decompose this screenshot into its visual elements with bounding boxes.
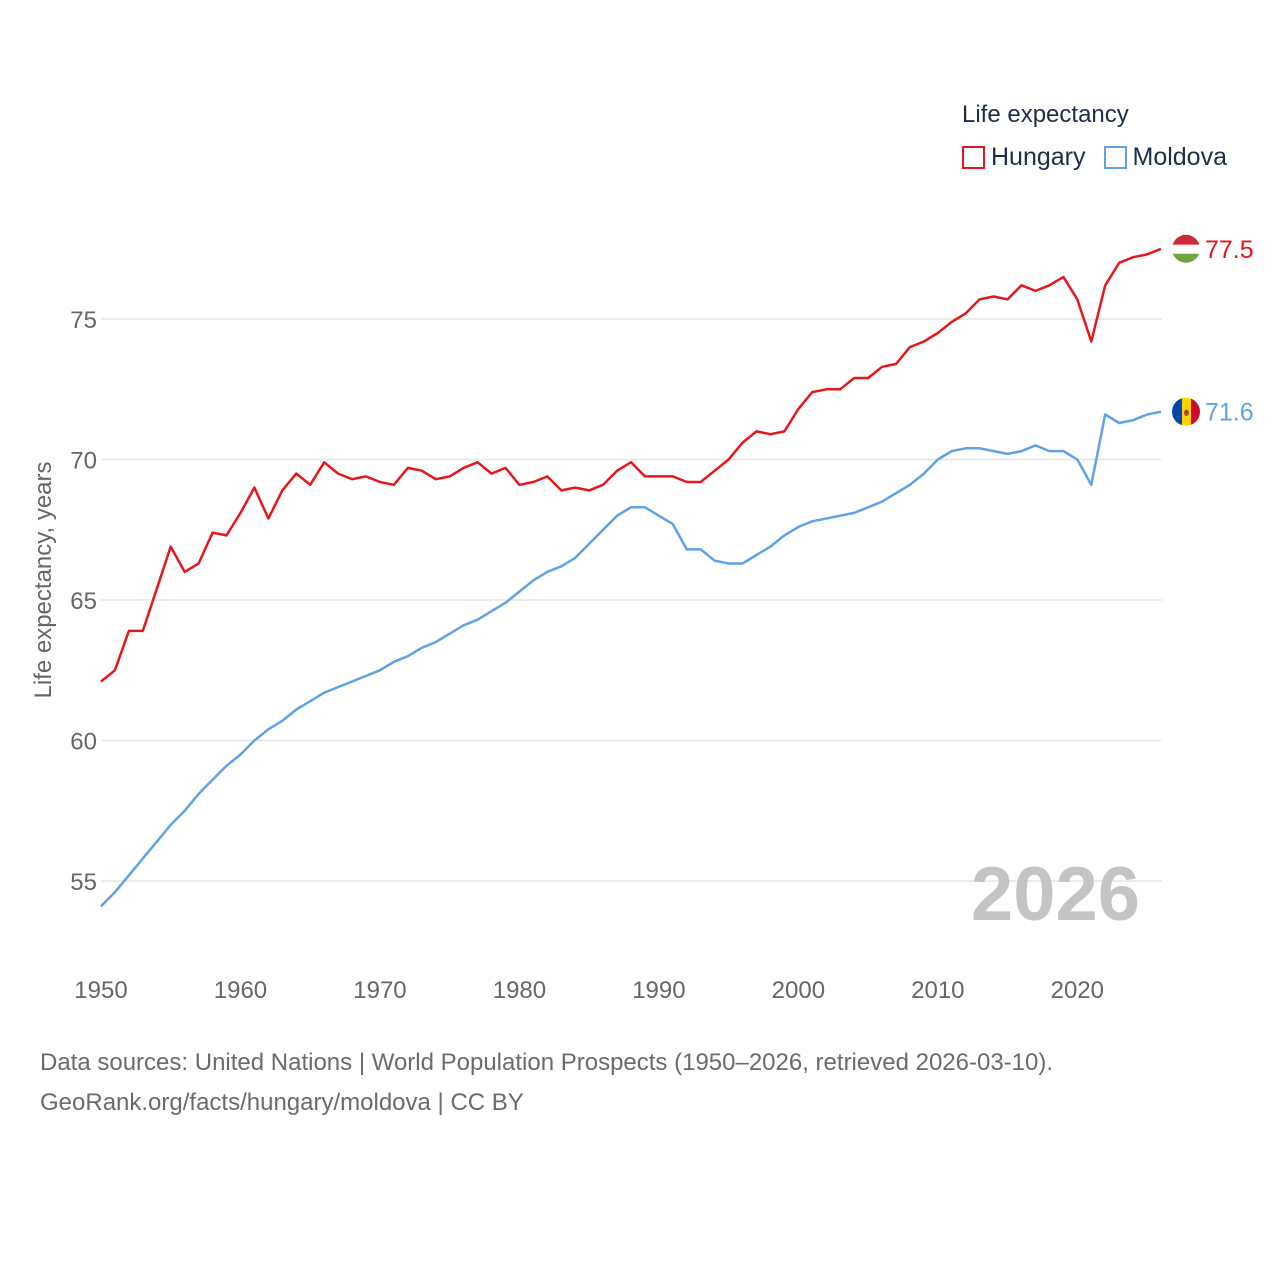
legend-label-hungary: Hungary bbox=[991, 143, 1086, 171]
x-tick-label: 2020 bbox=[1051, 977, 1104, 1004]
x-tick-label: 1970 bbox=[353, 977, 406, 1004]
x-tick-label: 2010 bbox=[911, 977, 964, 1004]
moldova-flag-icon bbox=[1172, 397, 1200, 426]
legend-item-hungary[interactable]: Hungary bbox=[962, 143, 1086, 172]
x-tick-label: 1960 bbox=[214, 977, 267, 1004]
y-axis-label: Life expectancy, years bbox=[30, 461, 57, 698]
legend: Hungary Moldova bbox=[962, 143, 1245, 172]
end-value-labels: 77.5 71.6 bbox=[1205, 236, 1254, 427]
x-axis-ticks: 1950 1960 1970 1980 1990 2000 2010 2020 bbox=[74, 977, 1104, 1004]
gridlines bbox=[101, 318, 1162, 882]
series-line-hungary[interactable] bbox=[100, 247, 1162, 683]
end-label-hungary: 77.5 bbox=[1205, 236, 1254, 264]
hungary-flag-icon bbox=[1172, 234, 1200, 263]
current-year-label: 2026 bbox=[971, 852, 1140, 937]
series-lines bbox=[100, 247, 1162, 908]
legend-swatch-hungary bbox=[962, 146, 985, 169]
y-tick-label: 55 bbox=[70, 869, 97, 896]
source-footer: Data sources: United Nations | World Pop… bbox=[40, 1043, 1053, 1123]
end-label-moldova: 71.6 bbox=[1205, 399, 1254, 427]
x-tick-label: 1990 bbox=[632, 977, 685, 1004]
x-tick-label: 1950 bbox=[74, 977, 127, 1004]
y-axis-ticks: 55 60 65 70 75 bbox=[70, 307, 97, 896]
attribution-line: GeoRank.org/facts/hungary/moldova | CC B… bbox=[40, 1089, 524, 1116]
source-line: Data sources: United Nations | World Pop… bbox=[40, 1049, 1054, 1076]
x-tick-label: 2000 bbox=[772, 977, 825, 1004]
legend-item-moldova[interactable]: Moldova bbox=[1103, 143, 1228, 172]
x-tick-label: 1980 bbox=[493, 977, 546, 1004]
legend-title: Life expectancy bbox=[962, 101, 1129, 128]
series-line-moldova[interactable] bbox=[100, 410, 1162, 908]
legend-label-moldova: Moldova bbox=[1132, 143, 1228, 171]
y-tick-label: 75 bbox=[70, 307, 97, 334]
y-tick-label: 65 bbox=[70, 588, 97, 615]
legend-swatch-moldova bbox=[1103, 146, 1127, 169]
y-tick-label: 70 bbox=[70, 448, 97, 475]
y-tick-label: 60 bbox=[70, 729, 97, 756]
